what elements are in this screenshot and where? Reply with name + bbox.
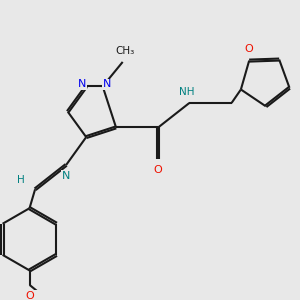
Text: O: O	[245, 44, 254, 55]
Text: H: H	[17, 176, 25, 185]
Text: N: N	[78, 79, 86, 89]
Text: N: N	[62, 171, 70, 181]
Text: CH₃: CH₃	[115, 46, 134, 56]
Text: NH: NH	[179, 87, 195, 97]
Text: N: N	[103, 79, 111, 89]
Text: O: O	[25, 291, 34, 300]
Text: O: O	[154, 165, 163, 175]
